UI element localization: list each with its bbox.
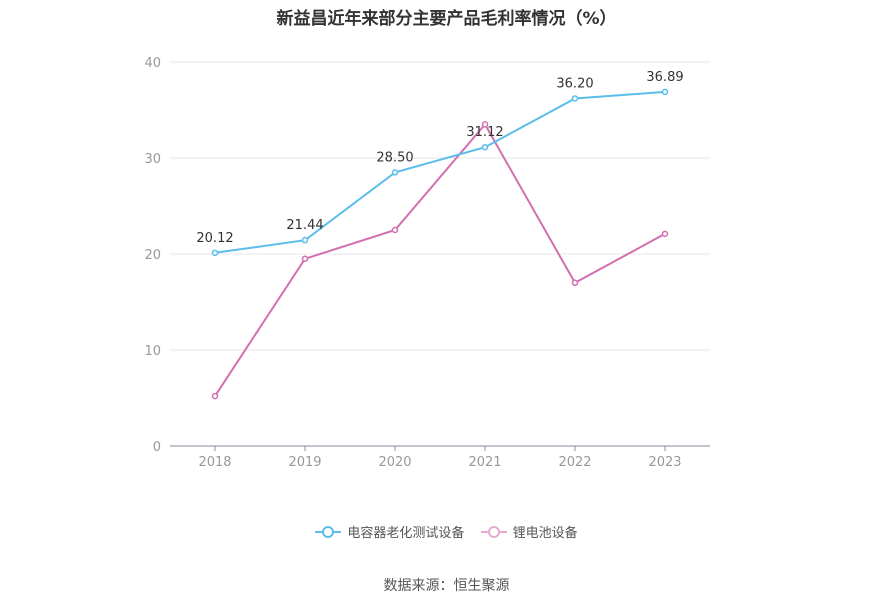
legend: 电容器老化测试设备 锂电池设备 <box>0 522 893 543</box>
y-tick-label: 10 <box>144 344 161 359</box>
x-tick-label: 2020 <box>378 455 411 470</box>
data-point-series-1 <box>661 88 669 96</box>
x-tick-label: 2019 <box>288 455 321 470</box>
data-point-series-2 <box>661 230 669 238</box>
legend-label-series-2: 锂电池设备 <box>512 526 578 541</box>
x-tick-label: 2022 <box>558 455 591 470</box>
data-point-series-1 <box>301 236 309 244</box>
legend-label-series-1: 电容器老化测试设备 <box>347 526 465 541</box>
x-tick-label: 2018 <box>198 455 231 470</box>
data-point-series-1 <box>481 143 489 151</box>
y-tick-label: 30 <box>144 152 161 167</box>
legend-marker-series-2 <box>480 525 507 538</box>
data-point-series-2 <box>211 392 219 400</box>
legend-item-series-2[interactable]: 锂电池设备 <box>480 522 578 541</box>
data-point-series-2 <box>391 226 399 234</box>
legend-marker-series-1 <box>315 525 342 538</box>
data-point-series-1 <box>211 249 219 257</box>
data-label: 28.50 <box>376 150 413 165</box>
series-line-2 <box>214 122 666 397</box>
y-tick-label: 40 <box>144 56 161 71</box>
data-point-series-2 <box>481 121 489 128</box>
data-label: 31.12 <box>466 125 503 140</box>
x-tick-label: 2021 <box>468 455 501 470</box>
data-point-series-2 <box>301 255 309 263</box>
series-line-1 <box>214 90 666 254</box>
source-note: 数据来源：恒生聚源 <box>383 578 510 594</box>
legend-item-series-1[interactable]: 电容器老化测试设备 <box>315 522 464 541</box>
y-tick-label: 20 <box>144 248 161 263</box>
x-tick-label: 2023 <box>648 455 681 470</box>
data-label: 36.89 <box>646 70 683 85</box>
chart-title: 新益昌近年来部分主要产品毛利率情况（%） <box>276 9 617 29</box>
data-point-series-2 <box>571 279 579 287</box>
data-point-series-1 <box>571 95 579 102</box>
y-tick-label: 0 <box>153 440 161 455</box>
data-label: 21.44 <box>286 218 323 233</box>
data-label: 20.12 <box>196 231 233 246</box>
data-point-series-1 <box>391 169 399 176</box>
data-label: 36.20 <box>556 76 593 91</box>
